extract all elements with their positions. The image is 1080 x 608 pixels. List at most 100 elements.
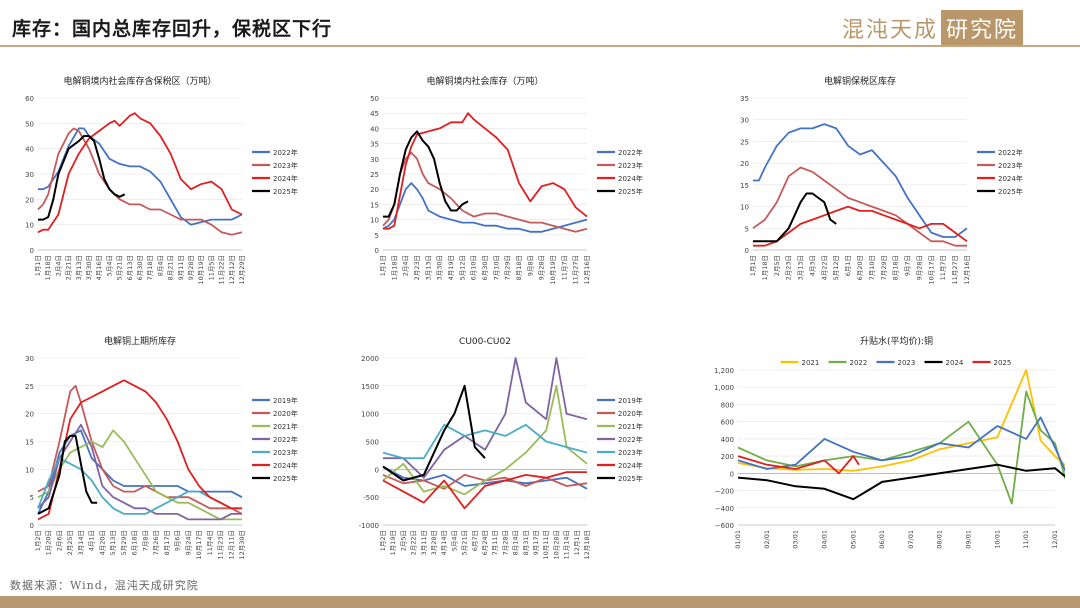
series-line-2025年 <box>382 384 486 482</box>
x-tick-label: 6月30日 <box>481 255 489 280</box>
series-line-2022 <box>737 390 1068 505</box>
series-line-2022年 <box>37 423 242 521</box>
x-tick-label: 6月30日 <box>136 255 144 280</box>
x-tick-label: 9月8日 <box>526 255 534 276</box>
x-tick-label: 8月31日 <box>522 530 530 555</box>
x-tick-label: 12月12日 <box>228 255 236 285</box>
y-tick-label: 25 <box>370 171 379 179</box>
series-line-2024年 <box>753 205 968 247</box>
x-tick-label: 9月28日 <box>915 255 923 280</box>
x-tick-label: 4月1日 <box>88 530 96 551</box>
series-line-2023年 <box>752 166 967 247</box>
x-tick-label: 5月21日 <box>461 530 469 555</box>
x-tick-label: 3月30日 <box>85 255 93 280</box>
y-tick-label: 5 <box>30 494 34 502</box>
x-tick-label: 5月13日 <box>109 530 117 555</box>
y-tick-label: 0 <box>730 470 734 478</box>
x-tick-label: 11月27日 <box>572 255 580 285</box>
legend-label: 2024年 <box>273 461 298 470</box>
legend-label: 2023年 <box>273 161 298 170</box>
y-tick-label: 10 <box>370 217 379 225</box>
x-tick-label: 03/01 <box>792 530 800 549</box>
x-tick-label: 10月19日 <box>197 255 205 285</box>
x-tick-label: 9月28日 <box>538 255 546 280</box>
x-tick-label: 11/01 <box>1022 530 1030 549</box>
x-tick-label: 7月18日 <box>146 255 154 280</box>
y-tick-label: −200 <box>715 488 734 496</box>
series-line-2022年 <box>753 123 968 238</box>
x-tick-label: 12月30日 <box>238 530 246 560</box>
y-tick-label: −600 <box>715 522 734 530</box>
legend-label: 2023 <box>898 359 916 367</box>
x-tick-label: 10月17日 <box>927 255 935 285</box>
x-tick-label: 7月28日 <box>501 530 509 555</box>
y-tick-label: 5 <box>375 232 379 240</box>
x-tick-label: 6月18日 <box>131 530 139 555</box>
legend-label: 2024年 <box>618 174 643 183</box>
x-tick-label: 7月10日 <box>492 255 500 280</box>
chart-title: CU00-CU02 <box>459 337 511 347</box>
x-tick-label: 6月7日 <box>471 530 479 551</box>
x-tick-label: 1月2日 <box>34 530 42 551</box>
y-tick-label: 15 <box>25 439 34 447</box>
x-tick-label: 2月4日 <box>54 255 62 276</box>
y-tick-label: 0 <box>30 247 34 255</box>
x-tick-label: 4月19日 <box>447 255 455 280</box>
legend-label: 2019年 <box>618 396 643 405</box>
series-line-2022年 <box>382 182 588 233</box>
y-tick-label: 1,000 <box>714 384 734 392</box>
x-tick-label: 12月16日 <box>583 255 591 285</box>
x-tick-label: 11月23日 <box>217 530 225 560</box>
x-tick-label: 3月13日 <box>424 255 432 280</box>
y-tick-label: 400 <box>721 436 734 444</box>
x-tick-label: 1月1日 <box>34 255 42 276</box>
x-tick-label: 12月18日 <box>583 530 591 560</box>
x-tick-label: 8月18日 <box>892 255 900 280</box>
logo-box-text: 研究院 <box>941 10 1024 46</box>
x-tick-label: 7月29日 <box>880 255 888 280</box>
series-line-2021年 <box>382 384 588 496</box>
y-tick-label: 25 <box>25 383 34 391</box>
y-tick-label: 30 <box>25 355 34 363</box>
series-line-2023 <box>737 416 1068 474</box>
legend-label: 2024年 <box>998 174 1023 183</box>
x-tick-label: 1月20日 <box>45 530 53 555</box>
chart-shfe-stock: 电解铜上期所库存 0 5 10 15 20 25 30 1月2日 1月20日 2月6日 2月25日 3月… <box>0 330 330 575</box>
y-tick-label: 1000 <box>361 411 379 419</box>
footer-bar <box>0 596 1080 608</box>
series-line-2022年 <box>383 357 588 479</box>
x-tick-label: 02/01 <box>763 530 771 549</box>
y-tick-label: 5 <box>745 225 749 233</box>
chart-title: 电解铜上期所库存 <box>104 335 176 347</box>
y-tick-label: 2000 <box>361 355 379 363</box>
data-source-note: 数据来源：Wind，混沌天成研究院 <box>10 579 199 592</box>
y-tick-label: 30 <box>740 117 749 125</box>
y-tick-label: 35 <box>740 95 749 103</box>
y-tick-label: 10 <box>25 222 34 230</box>
legend-label: 2025年 <box>618 474 643 483</box>
chart-title: 升贴水(平均价):铜 <box>860 335 933 347</box>
legend-label: 2025年 <box>273 474 298 483</box>
x-tick-label: 3月28日 <box>430 530 438 555</box>
y-tick-label: 600 <box>721 419 734 427</box>
x-tick-label: 9月11日 <box>177 255 185 280</box>
chart-title: 电解铜境内社会库存含保税区（万吨） <box>63 75 216 87</box>
y-tick-label: 30 <box>25 171 34 179</box>
chart-cu00-cu02-spread: CU00-CU02 -1000 -500 0 500 1000 1500 2000 1月2日 1月… <box>345 330 675 575</box>
legend-label: 2022年 <box>618 435 643 444</box>
company-logo: 混沌天成 研究院 <box>842 10 1024 46</box>
y-tick-label: -1000 <box>359 522 379 530</box>
x-tick-label: 10月19日 <box>549 255 557 285</box>
chart-bonded-stock: 电解铜保税区库存 0 5 10 15 20 25 30 35 1月1日 1月18日 2月5日 2月23日… <box>715 70 1055 300</box>
y-tick-label: 500 <box>366 439 379 447</box>
x-tick-label: 2月22日 <box>410 530 418 555</box>
series-line-2023年 <box>382 151 588 233</box>
x-tick-label: 9月6日 <box>174 530 182 551</box>
legend-label: 2021年 <box>273 422 298 431</box>
x-tick-label: 11月14日 <box>563 530 571 560</box>
x-tick-label: 1月19日 <box>389 530 397 555</box>
series-line-2024年 <box>382 471 587 510</box>
series-line-2024年 <box>383 112 588 230</box>
x-tick-label: 5月4日 <box>450 530 458 551</box>
